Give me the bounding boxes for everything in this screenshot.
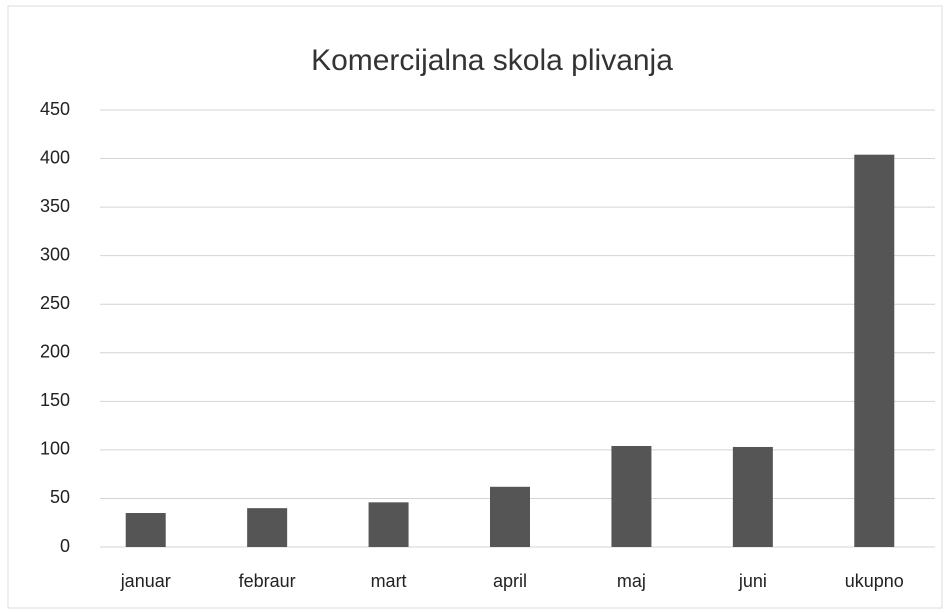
chart-title: Komercijalna skola plivanja	[311, 44, 673, 77]
y-tick-label: 300	[40, 244, 70, 264]
y-tick-label: 100	[40, 439, 70, 459]
y-tick-label: 400	[40, 147, 70, 167]
bar	[125, 513, 166, 547]
x-tick-label: januar	[120, 571, 171, 591]
x-tick-label: april	[493, 571, 527, 591]
x-tick-label: maj	[617, 571, 646, 591]
y-tick-label: 250	[40, 293, 70, 313]
x-tick-label: febraur	[239, 571, 296, 591]
y-tick-label: 0	[60, 536, 70, 556]
bar	[611, 446, 652, 547]
x-tick-label: ukupno	[845, 571, 904, 591]
y-tick-label: 50	[50, 487, 70, 507]
bar	[490, 486, 530, 547]
y-tick-label: 150	[40, 390, 70, 410]
chart-frame	[7, 5, 943, 609]
y-tick-label: 350	[40, 196, 70, 216]
bar	[854, 154, 895, 547]
x-tick-label: mart	[371, 571, 407, 591]
y-tick-label: 200	[40, 342, 70, 362]
y-tick-label: 450	[40, 99, 70, 119]
bar	[247, 508, 288, 547]
bar	[732, 446, 773, 547]
x-tick-label: juni	[738, 571, 767, 591]
bar	[368, 502, 409, 547]
